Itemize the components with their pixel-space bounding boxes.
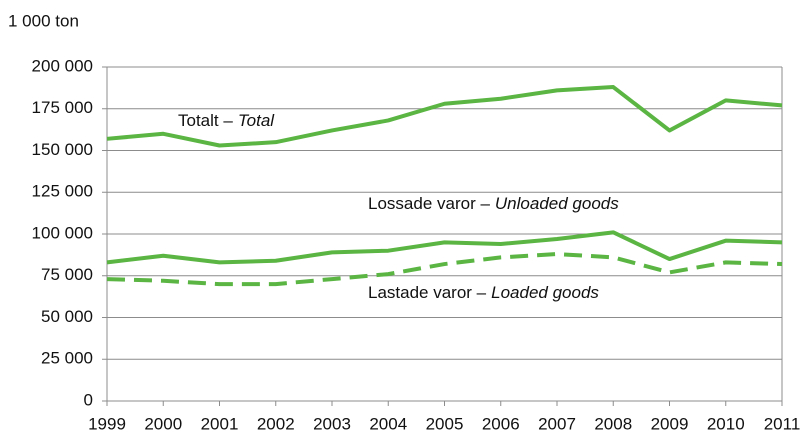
series-label-part: Lossade varor – [368,194,490,213]
series-label-part: Loaded goods [491,283,599,302]
series-label-part: Total [238,111,275,130]
series-label-part: Totalt – [178,111,233,130]
y-tick-label: 50 000 [41,307,93,326]
series-label: Lastade varor – Loaded goods [368,283,599,302]
series-line [106,85,783,148]
series-label: Totalt – Total [178,111,275,130]
series-label-part: Unloaded goods [495,194,619,213]
x-tick-label: 2002 [257,414,295,433]
x-tick-label: 2009 [651,414,689,433]
x-tick-label: 2008 [594,414,632,433]
y-tick-label: 125 000 [32,182,93,201]
y-tick-label: 150 000 [32,140,93,159]
series-label: Lossade varor – Unloaded goods [368,194,619,213]
x-tick-label: 2004 [369,414,407,433]
x-tick-label: 2001 [201,414,239,433]
y-tick-label: 175 000 [32,98,93,117]
x-tick-label: 2000 [144,414,182,433]
y-tick-label: 75 000 [41,265,93,284]
series-label-part: Lastade varor – [368,283,487,302]
series-line [106,230,783,265]
series-line [106,252,783,287]
y-tick-label: 25 000 [41,349,93,368]
x-tick-label: 1999 [88,414,126,433]
x-tick-label: 2003 [313,414,351,433]
x-tick-label: 2007 [538,414,576,433]
x-tick-label: 2010 [707,414,745,433]
y-axis-label: 1 000 ton [8,11,79,30]
x-tick-label: 2011 [764,414,801,433]
y-tick-label: 200 000 [32,56,93,75]
y-tick-label: 100 000 [32,223,93,242]
x-tick-label: 2005 [426,414,464,433]
x-tick-label: 2006 [482,414,520,433]
y-tick-label: 0 [84,390,93,409]
